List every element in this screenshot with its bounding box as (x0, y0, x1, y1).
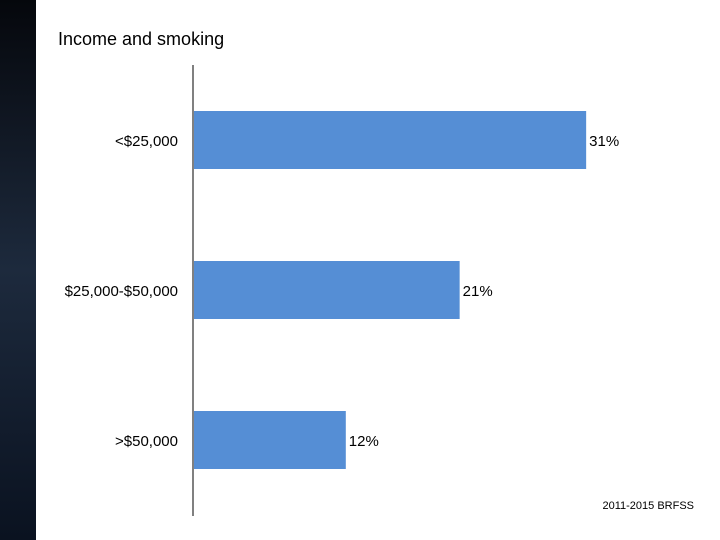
bar (194, 411, 346, 469)
category-label: $25,000-$50,000 (65, 283, 178, 300)
decorative-strip (0, 0, 36, 540)
category-label: >$50,000 (115, 433, 178, 450)
bar (194, 111, 587, 169)
value-label: 31% (589, 133, 619, 150)
value-label: 12% (349, 433, 379, 450)
value-label: 21% (463, 283, 493, 300)
bar (194, 261, 460, 319)
chart-title: Income and smoking (58, 29, 224, 49)
category-label: <$25,000 (115, 133, 178, 150)
source-note: 2011-2015 BRFSS (602, 500, 694, 512)
